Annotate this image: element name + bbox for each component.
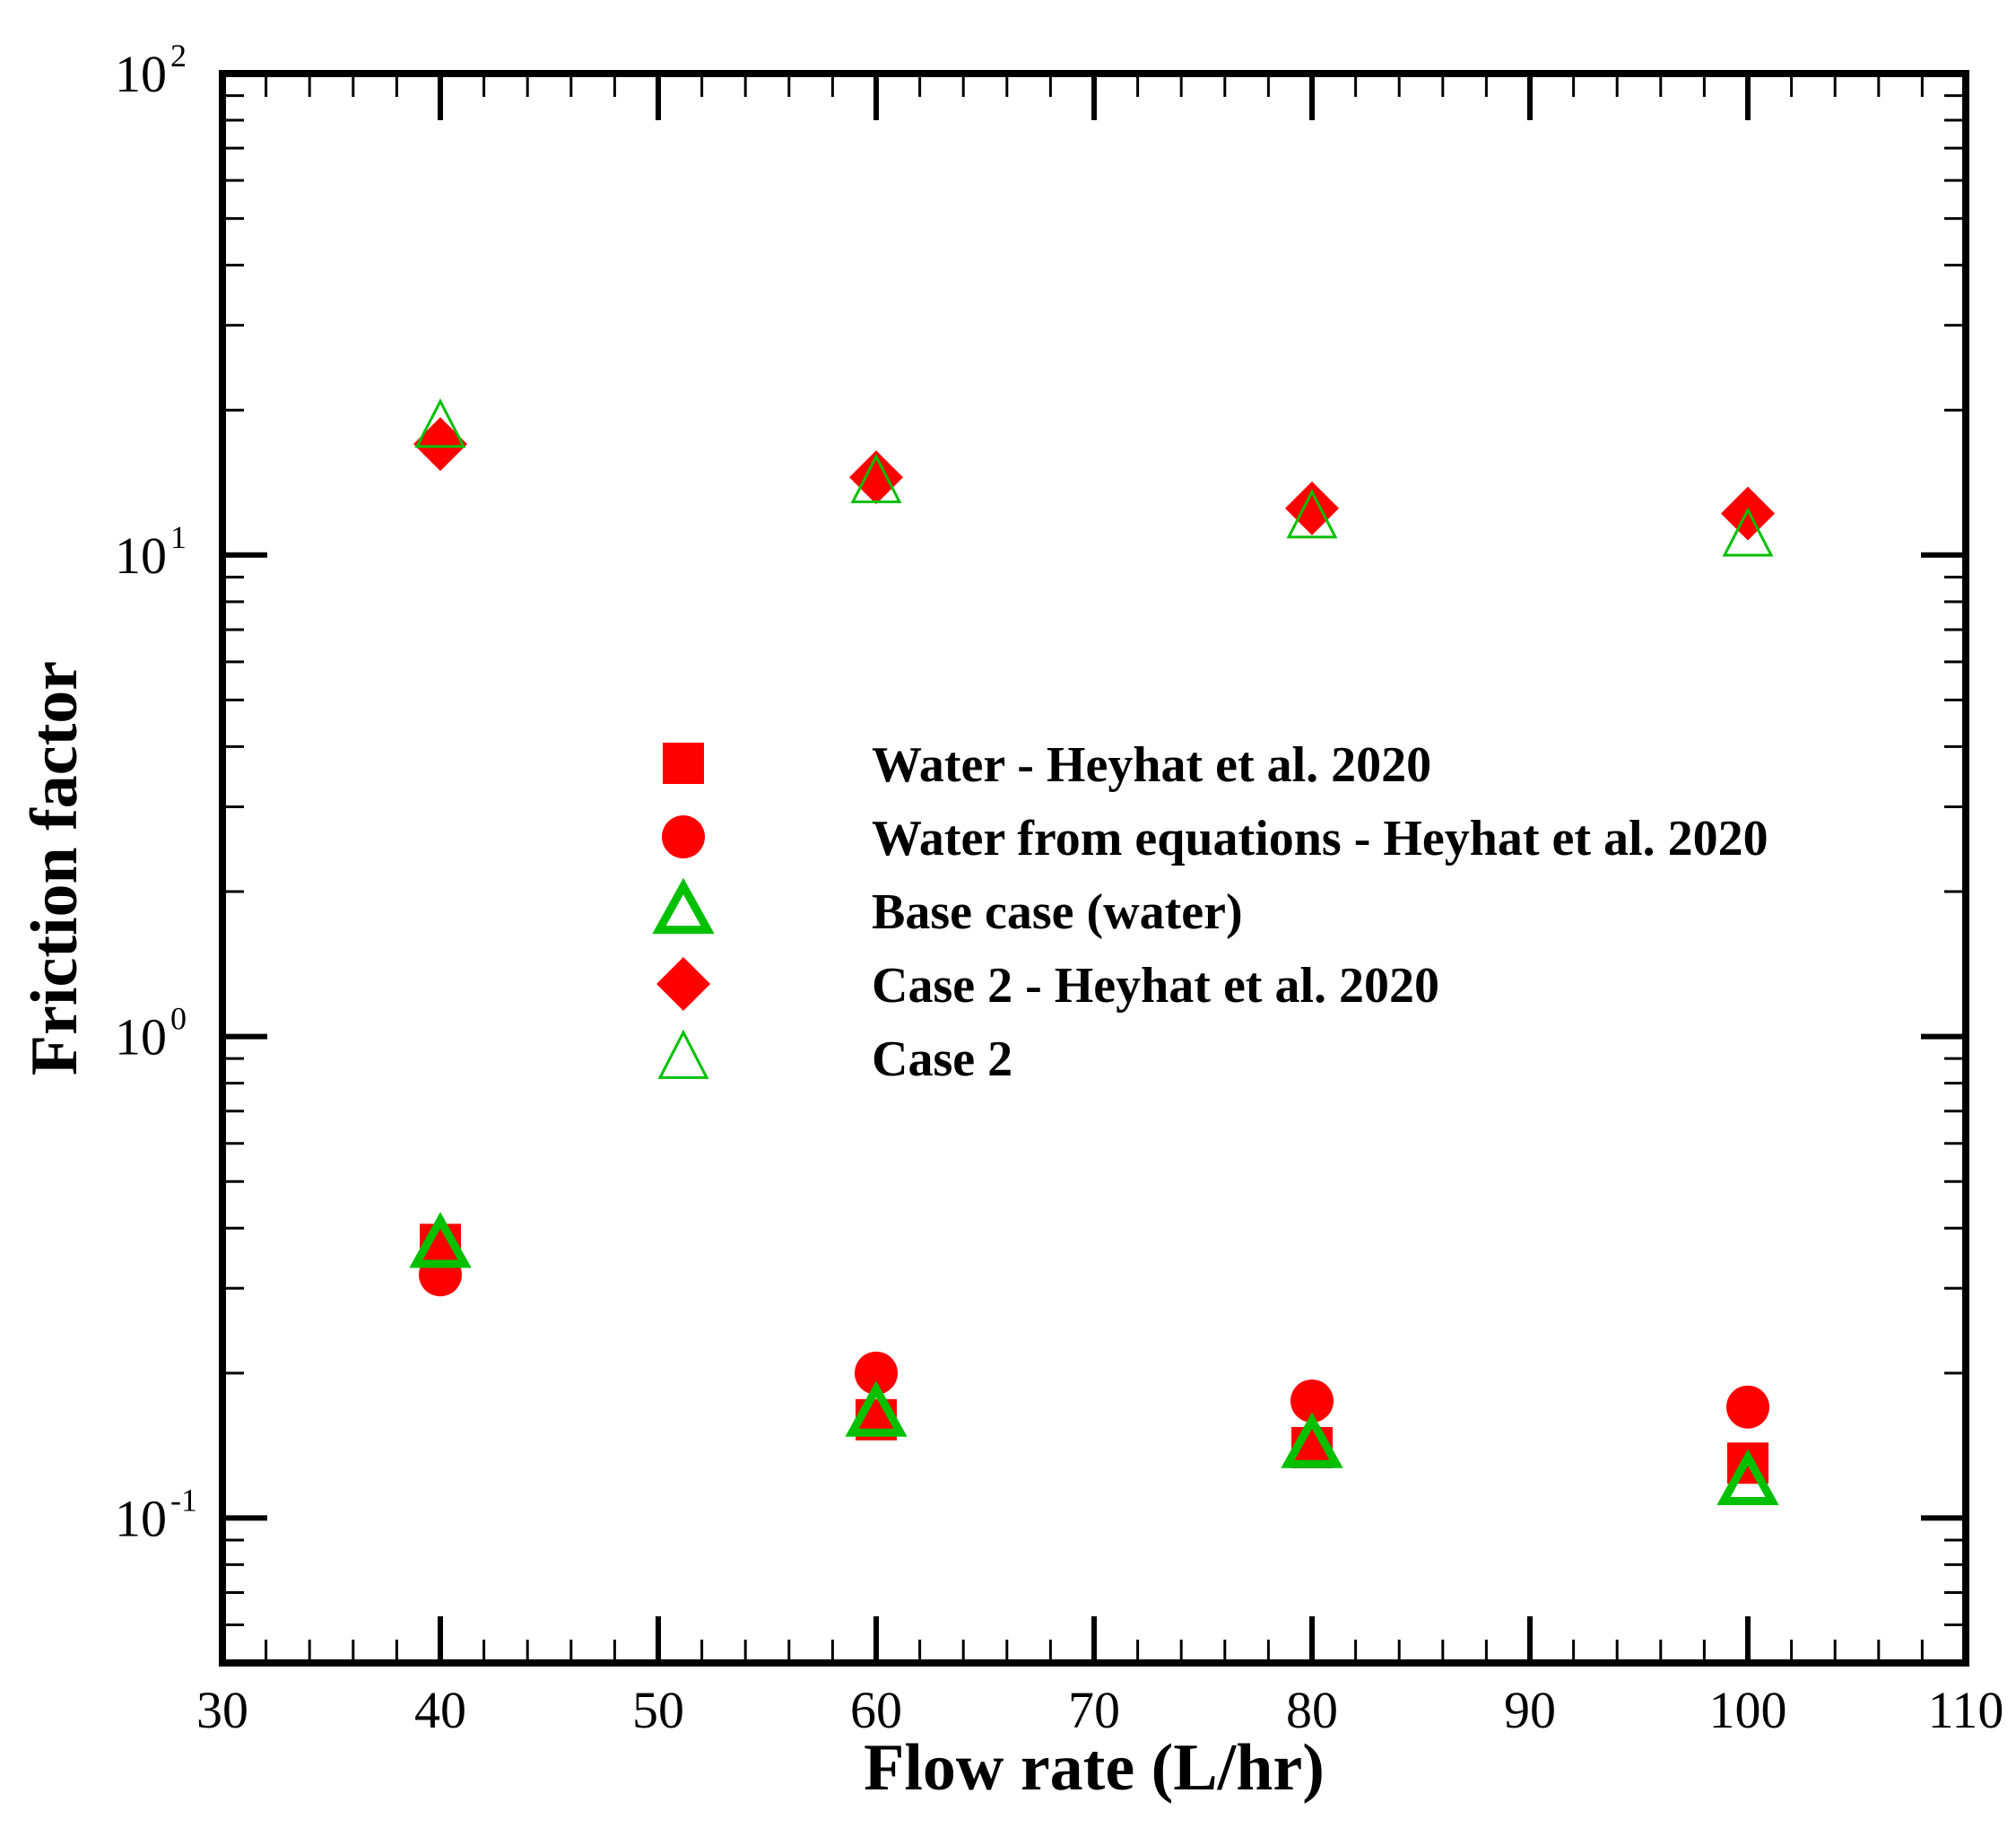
legend-label: Water from equations - Heyhat et al. 202… [872, 811, 1768, 866]
data-point-thick-open-triangle [409, 1212, 472, 1268]
legend-marker-filled-circle [662, 815, 705, 858]
data-point-filled-diamond [1285, 481, 1339, 535]
legend-marker-filled-diamond [656, 957, 710, 1011]
x-tick-label: 50 [632, 1681, 684, 1739]
data-point-filled-circle [1290, 1379, 1334, 1423]
x-tick-label: 110 [1928, 1681, 2004, 1739]
x-tick-label: 80 [1286, 1681, 1338, 1739]
series-filled-diamond [413, 417, 1775, 541]
x-tick-label: 70 [1068, 1681, 1120, 1739]
y-tick-exponent: 1 [170, 519, 187, 555]
data-point-thick-open-triangle [1281, 1412, 1343, 1468]
x-tick-label: 60 [850, 1681, 902, 1739]
legend-label: Water - Heyhat et al. 2020 [872, 737, 1431, 793]
legend-label: Base case (water) [872, 884, 1243, 940]
y-tick-label: 10 [115, 45, 167, 103]
series-thick-open-triangle [409, 1212, 1779, 1505]
y-tick-exponent: 0 [170, 1001, 187, 1037]
legend-marker-filled-square [663, 743, 704, 784]
legend-item: Base case (water) [652, 877, 1243, 940]
data-points [409, 398, 1779, 1505]
data-point-filled-diamond [1721, 486, 1775, 541]
data-point-filled-diamond [413, 417, 467, 472]
series-filled-circle [419, 1253, 1769, 1429]
data-point-thick-open-triangle [845, 1380, 908, 1437]
x-tick-labels: 30 40 50 60 70 80 90 100 110 [196, 1681, 2003, 1739]
x-axis-title: Flow rate (L/hr) [864, 1731, 1325, 1805]
y-tick-exponent: -1 [170, 1482, 197, 1518]
y-tick-label: 10 [115, 1489, 167, 1547]
plot-frame [219, 70, 1969, 1667]
legend-item: Water from equations - Heyhat et al. 202… [662, 811, 1768, 866]
series-thin-open-triangle [414, 398, 1774, 557]
legend-label: Case 2 - Heyhat et al. 2020 [872, 958, 1439, 1014]
legend-marker-thick-open-triangle [652, 877, 715, 935]
data-point-thin-open-triangle [414, 398, 466, 448]
x-tick-label: 90 [1504, 1681, 1556, 1739]
data-point-filled-circle [1726, 1385, 1769, 1429]
legend-item: Water - Heyhat et al. 2020 [663, 737, 1431, 793]
y-axis-title: Friction factor [18, 661, 91, 1075]
legend-label: Case 2 [872, 1032, 1012, 1087]
y-tick-label: 10 [115, 1008, 167, 1066]
legend-item: Case 2 [657, 1029, 1012, 1087]
x-tick-label: 30 [196, 1681, 248, 1739]
x-tick-label: 40 [414, 1681, 466, 1739]
data-point-filled-diamond [849, 450, 903, 505]
x-tick-label: 100 [1709, 1681, 1787, 1739]
data-point-filled-circle [855, 1351, 898, 1395]
y-tick-exponent: 2 [170, 38, 187, 74]
y-tick-label: 10 [115, 527, 167, 585]
major-ticks [222, 74, 1966, 1663]
data-point-thin-open-triangle [850, 453, 902, 503]
data-point-thin-open-triangle [1286, 489, 1338, 539]
data-point-thick-open-triangle [1716, 1449, 1779, 1505]
legend-marker-thin-open-triangle [657, 1029, 709, 1079]
legend-item: Case 2 - Heyhat et al. 2020 [656, 957, 1439, 1014]
legend: Water - Heyhat et al. 2020 Water from equ… [652, 737, 1768, 1087]
data-point-thin-open-triangle [1722, 507, 1774, 557]
